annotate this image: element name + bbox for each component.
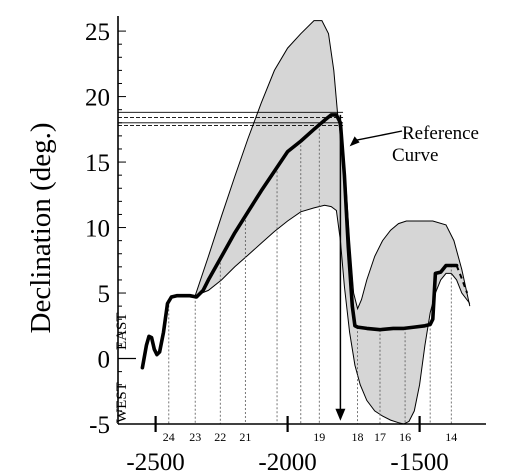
period-label: 17 bbox=[374, 430, 386, 444]
period-label: 16 bbox=[399, 430, 411, 444]
reference-curve-label-line2: Curve bbox=[392, 145, 438, 166]
x-tick-label: -1500 bbox=[390, 449, 448, 476]
east-label: EAST bbox=[114, 313, 130, 351]
y-tick-label: 20 bbox=[85, 85, 110, 112]
west-label: WEST bbox=[114, 382, 130, 423]
period-label: 18 bbox=[352, 430, 364, 444]
y-tick-label: 10 bbox=[85, 216, 110, 243]
uncertainty-band bbox=[195, 20, 470, 424]
axis-layer bbox=[117, 16, 486, 432]
reference-curve bbox=[140, 113, 459, 370]
x-tick-label: -2000 bbox=[258, 449, 316, 476]
period-label: 21 bbox=[239, 430, 251, 444]
down-arrow-head bbox=[335, 408, 346, 421]
label-layer: 24 23 22 21 19 18 17 16 14 -5 0 5 10 15 20 25 -2500 -2000… bbox=[85, 19, 457, 476]
period-label: 24 bbox=[163, 430, 175, 444]
reference-curve-dashed-extension bbox=[455, 265, 469, 294]
period-label: 23 bbox=[189, 430, 201, 444]
y-tick-label: 5 bbox=[98, 281, 111, 308]
y-tick-label: 25 bbox=[85, 19, 110, 46]
y-tick-label: -5 bbox=[89, 412, 110, 439]
y-axis-label: Declination (deg.) bbox=[25, 123, 57, 334]
curve-layer bbox=[140, 113, 469, 421]
x-tick-label: -2500 bbox=[126, 449, 184, 476]
reference-curve-label-line1: Reference bbox=[402, 123, 479, 144]
period-label: 14 bbox=[445, 430, 457, 444]
period-label: 19 bbox=[313, 430, 325, 444]
period-label: 22 bbox=[214, 430, 226, 444]
y-tick-label: 15 bbox=[85, 150, 110, 177]
annotation-arrow-shaft bbox=[355, 130, 403, 142]
period-marker-layer bbox=[168, 124, 452, 424]
y-tick-label: 0 bbox=[98, 347, 111, 374]
envelope-lower-line bbox=[195, 204, 471, 425]
reference-line-layer bbox=[118, 111, 344, 126]
uncertainty-band-layer bbox=[194, 20, 471, 425]
annotation-arrow-head bbox=[349, 136, 360, 147]
